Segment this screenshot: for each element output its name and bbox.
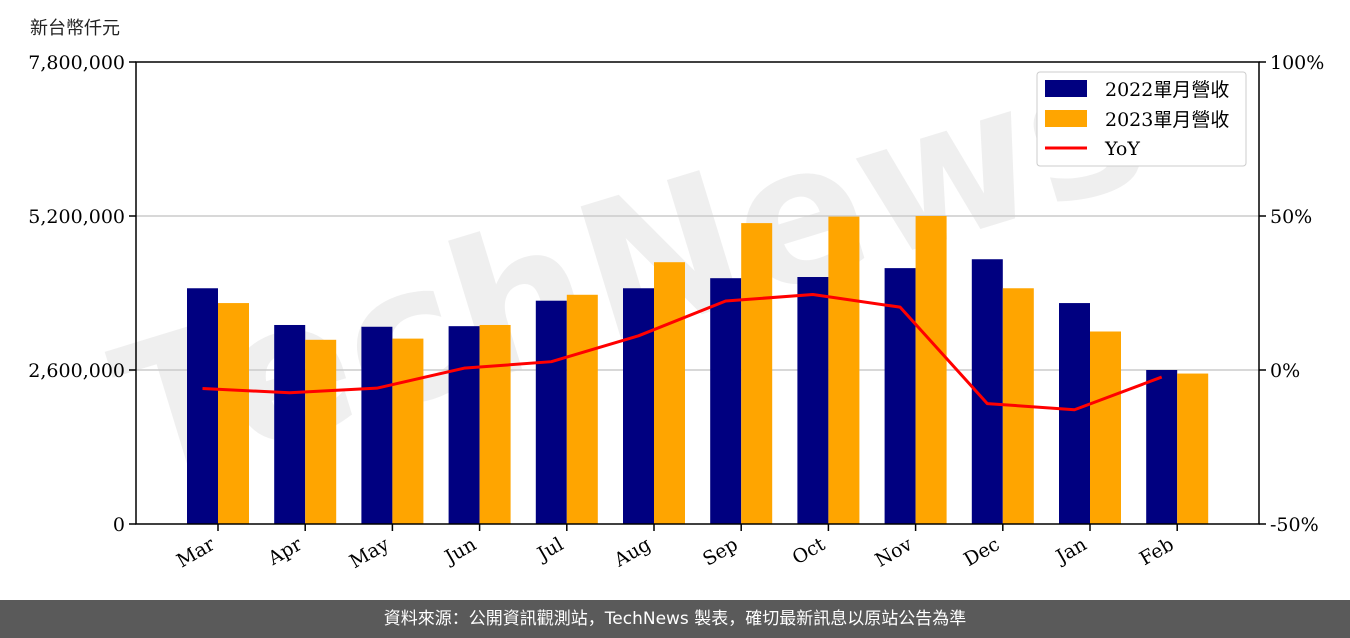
y-left-tick-label: 0 [113, 514, 125, 536]
bar-2023-nov [915, 216, 947, 524]
x-tick-label-aug: Aug [610, 533, 655, 572]
x-tick-label-feb: Feb [1136, 533, 1178, 570]
bar-2022-oct [797, 277, 829, 524]
bar-2022-jun [448, 326, 480, 524]
bar-2022-jan [1059, 303, 1090, 524]
bar-2023-sep [741, 223, 773, 524]
legend-label-2022: 2022單月營收 [1105, 79, 1229, 101]
y-right-tick-label: 0% [1270, 360, 1300, 382]
x-tick-label-sep: Sep [699, 533, 742, 570]
legend: 2022單月營收 2023單月營收 YoY [1036, 71, 1247, 167]
y-left-tick-label: 5,200,000 [28, 206, 125, 228]
legend-swatch-2023 [1045, 110, 1087, 127]
x-tick-label-oct: Oct [789, 533, 830, 569]
bar-2023-feb [1177, 373, 1209, 524]
bar-2023-oct [828, 216, 860, 525]
legend-label-yoy: YoY [1104, 138, 1140, 160]
y-left-tick-label: 7,800,000 [28, 52, 125, 74]
x-tick-label-may: May [346, 533, 393, 573]
bars [187, 216, 1209, 525]
bar-2022-aug [623, 288, 654, 524]
x-tick-label-jan: Jan [1051, 533, 1091, 569]
x-tick-label-dec: Dec [960, 533, 1003, 571]
x-tick-label-nov: Nov [871, 533, 916, 572]
revenue-chart: TechNews 02,600,0005,200,0007,800,000-50… [28, 7, 1324, 573]
y-right-tick-label: 100% [1270, 52, 1324, 74]
x-tick-label-jun: Jun [440, 533, 481, 569]
source-footer: 資料來源：公開資訊觀測站，TechNews 製表，確切最新訊息以原站公告為準 [0, 600, 1350, 638]
bar-2023-mar [218, 303, 249, 524]
y-left-tick-label: 2,600,000 [28, 360, 125, 382]
bar-2022-sep [710, 278, 742, 524]
bar-2023-jul [566, 294, 598, 524]
legend-box [1036, 71, 1247, 167]
bar-2022-feb [1146, 370, 1178, 524]
bar-2023-jun [479, 324, 511, 524]
y-right-tick-label: 50% [1270, 206, 1312, 228]
bar-2022-may [361, 326, 393, 524]
x-tick-label-mar: Mar [173, 533, 219, 572]
yoy-line [202, 293, 1163, 412]
legend-label-2023: 2023單月營收 [1105, 109, 1229, 131]
bar-2022-apr [274, 324, 306, 524]
bar-2023-jan [1090, 331, 1121, 524]
bar-2023-apr [305, 339, 337, 524]
bar-2022-nov [884, 268, 916, 524]
bar-2022-jul [535, 300, 567, 524]
x-tick-label-apr: Apr [264, 533, 307, 570]
y-right-tick-label: -50% [1270, 514, 1319, 536]
plot-frame [135, 61, 1260, 525]
bar-2022-mar [187, 288, 218, 524]
y-axis-unit-label: 新台幣仟元 [30, 18, 120, 39]
bar-2023-aug [654, 262, 685, 524]
bar-2023-may [392, 338, 424, 524]
x-tick-label-jul: Jul [532, 533, 567, 566]
yoy-line-layer [202, 293, 1163, 412]
legend-swatch-2022 [1045, 80, 1087, 97]
